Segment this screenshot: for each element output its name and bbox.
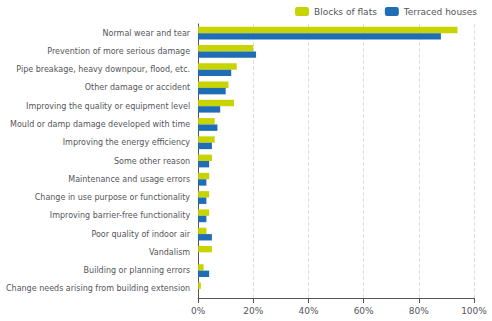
svg-text:Poor quality of indoor air: Poor quality of indoor air — [91, 230, 190, 239]
svg-text:20%: 20% — [243, 306, 263, 316]
svg-text:Building or planning errors: Building or planning errors — [84, 266, 191, 275]
svg-text:Pipe breakage, heavy downpour,: Pipe breakage, heavy downpour, flood, et… — [16, 65, 190, 74]
svg-text:Prevention of more serious dam: Prevention of more serious damage — [47, 47, 190, 56]
svg-text:Improving the quality or equip: Improving the quality or equipment level — [26, 102, 190, 111]
svg-text:Improving barrier-free functio: Improving barrier-free functionality — [50, 211, 191, 220]
svg-text:Change needs arising from buil: Change needs arising from building exten… — [6, 284, 190, 293]
svg-text:Some other reason: Some other reason — [114, 157, 190, 166]
svg-text:60%: 60% — [354, 306, 374, 316]
svg-text:80%: 80% — [409, 306, 429, 316]
svg-text:100%: 100% — [461, 306, 487, 316]
svg-text:Improving the energy efficienc: Improving the energy efficiency — [63, 138, 191, 147]
svg-text:Maintenance and usage errors: Maintenance and usage errors — [68, 175, 190, 184]
svg-text:Blocks of flats: Blocks of flats — [314, 7, 377, 17]
svg-text:Normal wear and tear: Normal wear and tear — [103, 29, 191, 38]
svg-text:Terraced houses: Terraced houses — [403, 7, 477, 17]
svg-text:Mould or damp damage developed: Mould or damp damage developed with time — [10, 120, 190, 129]
svg-text:0%: 0% — [191, 306, 206, 316]
svg-text:40%: 40% — [298, 306, 318, 316]
svg-text:Vandalism: Vandalism — [149, 248, 190, 257]
svg-text:Other damage or accident: Other damage or accident — [85, 83, 190, 92]
svg-text:Change in use purpose or funct: Change in use purpose or functionality — [35, 193, 191, 202]
